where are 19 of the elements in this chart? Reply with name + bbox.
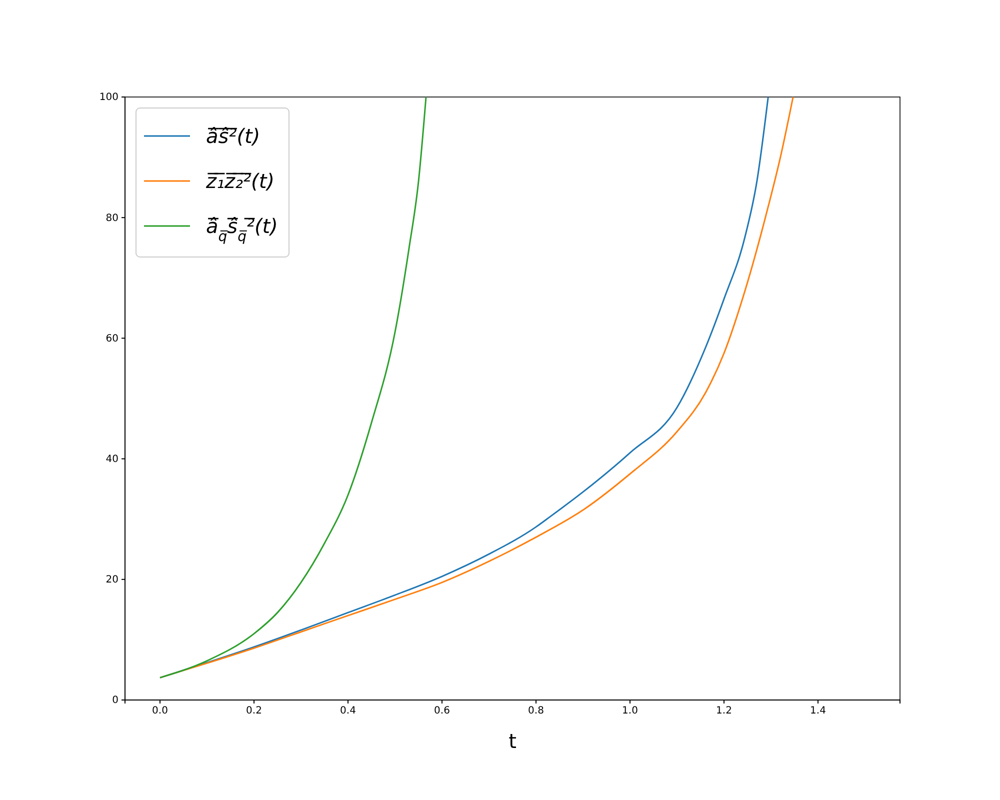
y-tick-label: 20 [106, 574, 118, 586]
x-tick-label: 0.6 [434, 706, 450, 717]
line-series [159, 97, 427, 678]
legend-label: â̅$_{q̅}$ŝ̅$_{q̅}$²̅(t) [206, 214, 278, 245]
x-tick-label: 0.4 [340, 706, 356, 717]
x-tick-label: 0.0 [152, 706, 168, 717]
x-tick-label: 1.2 [716, 706, 732, 717]
y-tick-label: 100 [99, 92, 118, 104]
x-tick-label: 1.0 [622, 706, 638, 717]
x-tick-label: 0.8 [528, 706, 544, 717]
x-tick-label: 0.2 [246, 706, 262, 717]
x-tick-label: 1.4 [810, 706, 826, 717]
y-tick-label: 60 [106, 333, 118, 344]
x-axis-title: t [508, 729, 517, 753]
y-tick-label: 0 [112, 695, 118, 706]
y-tick-label: 80 [106, 212, 118, 224]
legend-label: â̅ŝ̅²̅(t) [206, 124, 260, 148]
y-tick-label: 40 [106, 454, 118, 465]
legend-label: z̅₁̅z̅₂̅²̅(t) [205, 169, 274, 193]
